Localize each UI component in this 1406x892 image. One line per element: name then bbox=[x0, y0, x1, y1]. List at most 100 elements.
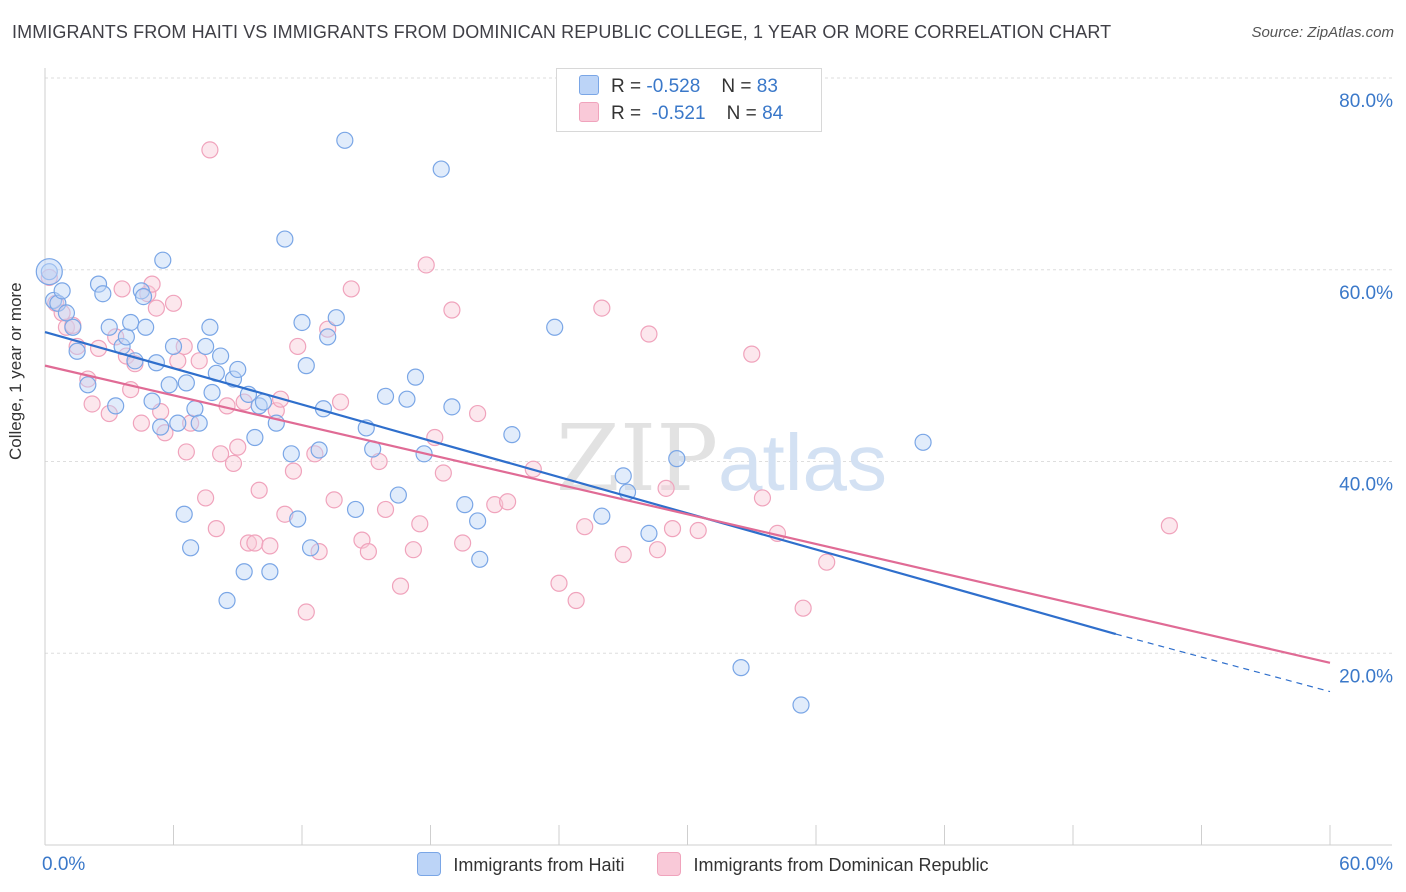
legend-r-label: R = bbox=[611, 76, 642, 97]
haiti-point bbox=[143, 392, 161, 410]
haiti-point bbox=[177, 374, 195, 392]
dr-point bbox=[818, 553, 836, 571]
dr-point bbox=[284, 462, 303, 480]
haiti-point bbox=[218, 591, 236, 610]
haiti-point bbox=[212, 347, 230, 365]
dr-point bbox=[261, 537, 279, 555]
legend-n-value-dr: 84 bbox=[762, 103, 784, 124]
x-axis-ticks bbox=[44, 825, 1331, 845]
bottom-legend-dr[interactable]: Immigrants from Dominican Republic bbox=[657, 852, 989, 876]
chart-title: IMMIGRANTS FROM HAITI VS IMMIGRANTS FROM… bbox=[12, 22, 1112, 42]
haiti-point bbox=[336, 131, 354, 149]
dr-point bbox=[83, 395, 101, 413]
haiti-point bbox=[289, 510, 307, 528]
haiti-trend-extension bbox=[1115, 633, 1331, 693]
bottom-legend-swatch-haiti bbox=[417, 852, 442, 876]
dr-point bbox=[1160, 517, 1178, 535]
y-tick-label: 20.0% bbox=[1339, 666, 1393, 687]
haiti-point bbox=[792, 696, 810, 714]
dr-point bbox=[499, 493, 517, 511]
haiti-point bbox=[134, 287, 153, 306]
haiti-point bbox=[182, 539, 200, 557]
dr-point bbox=[297, 603, 315, 621]
bottom-legend-label-haiti: Immigrants from Haiti bbox=[453, 855, 625, 875]
gridlines bbox=[44, 68, 1392, 846]
dr-point bbox=[325, 491, 343, 509]
dr-point bbox=[404, 541, 422, 559]
dr-point bbox=[550, 574, 568, 592]
dr-point bbox=[794, 599, 812, 617]
haiti-point bbox=[64, 318, 82, 336]
haiti-point bbox=[310, 441, 328, 459]
haiti-point bbox=[640, 524, 658, 543]
haiti-point bbox=[197, 337, 215, 356]
dr-point bbox=[212, 445, 230, 463]
dr-point bbox=[224, 454, 243, 473]
haiti-point bbox=[57, 304, 76, 322]
haiti-point bbox=[593, 507, 611, 525]
x-tick-label: 60.0% bbox=[1339, 854, 1393, 875]
legend-swatch-dr bbox=[579, 102, 599, 122]
legend-n-label: N = bbox=[726, 103, 757, 124]
dr-point bbox=[614, 545, 632, 564]
bottom-legend-swatch-dr bbox=[657, 852, 682, 876]
haiti-point-large bbox=[35, 258, 63, 286]
haiti-point bbox=[79, 376, 97, 394]
haiti-point bbox=[261, 563, 279, 581]
dr-point bbox=[469, 404, 487, 423]
haiti-point bbox=[546, 318, 564, 336]
haiti-point bbox=[152, 418, 170, 436]
haiti-point bbox=[175, 505, 193, 523]
haiti-point bbox=[376, 387, 395, 405]
haiti-trend-line bbox=[44, 331, 1117, 636]
haiti-point bbox=[471, 550, 489, 568]
haiti-point bbox=[346, 500, 365, 519]
dr-point bbox=[310, 543, 328, 561]
watermark-atlas: atlas bbox=[718, 418, 887, 507]
haiti-point bbox=[68, 342, 86, 360]
dr-point bbox=[289, 337, 307, 356]
haiti-point bbox=[89, 275, 108, 293]
haiti-point bbox=[53, 282, 71, 300]
y-tick-label: 80.0% bbox=[1339, 91, 1393, 112]
dr-point bbox=[132, 414, 150, 432]
legend-r-label: R = bbox=[611, 103, 642, 124]
dr-point bbox=[417, 256, 435, 274]
haiti-point bbox=[190, 414, 208, 432]
legend-swatch-haiti bbox=[579, 75, 599, 95]
x-tick-labels: 0.0% 60.0% bbox=[42, 854, 1393, 875]
haiti-point bbox=[503, 426, 521, 444]
dr-point bbox=[164, 294, 183, 312]
dr-point bbox=[657, 479, 675, 497]
haiti-point bbox=[107, 397, 125, 415]
bottom-legend-haiti[interactable]: Immigrants from Haiti bbox=[417, 852, 624, 876]
legend-n-label: N = bbox=[721, 76, 752, 97]
haiti-point bbox=[246, 428, 264, 447]
haiti-point bbox=[432, 160, 450, 178]
haiti-point bbox=[301, 539, 320, 557]
haiti-point bbox=[614, 467, 632, 485]
dr-points bbox=[40, 141, 1178, 621]
haiti-point bbox=[732, 659, 750, 677]
dr-point bbox=[201, 141, 219, 159]
haiti-point bbox=[327, 309, 345, 327]
dr-point bbox=[169, 352, 187, 370]
haiti-point bbox=[398, 390, 416, 408]
watermark: ZIP atlas bbox=[556, 405, 887, 512]
haiti-points bbox=[35, 131, 932, 714]
dr-point bbox=[113, 280, 131, 298]
dr-point bbox=[376, 500, 395, 519]
haiti-point bbox=[100, 318, 118, 336]
bottom-legend: Immigrants from Haiti Immigrants from Do… bbox=[0, 852, 1406, 876]
haiti-point bbox=[469, 512, 487, 530]
haiti-point bbox=[235, 563, 253, 581]
dr-point bbox=[147, 299, 165, 317]
haiti-point bbox=[137, 318, 155, 336]
haiti-point bbox=[122, 313, 140, 332]
haiti-point bbox=[169, 414, 187, 432]
dr-point bbox=[57, 318, 76, 336]
dr-point bbox=[486, 496, 504, 514]
haiti-point bbox=[668, 450, 686, 468]
dr-point bbox=[576, 518, 594, 536]
dr-point bbox=[434, 464, 452, 482]
